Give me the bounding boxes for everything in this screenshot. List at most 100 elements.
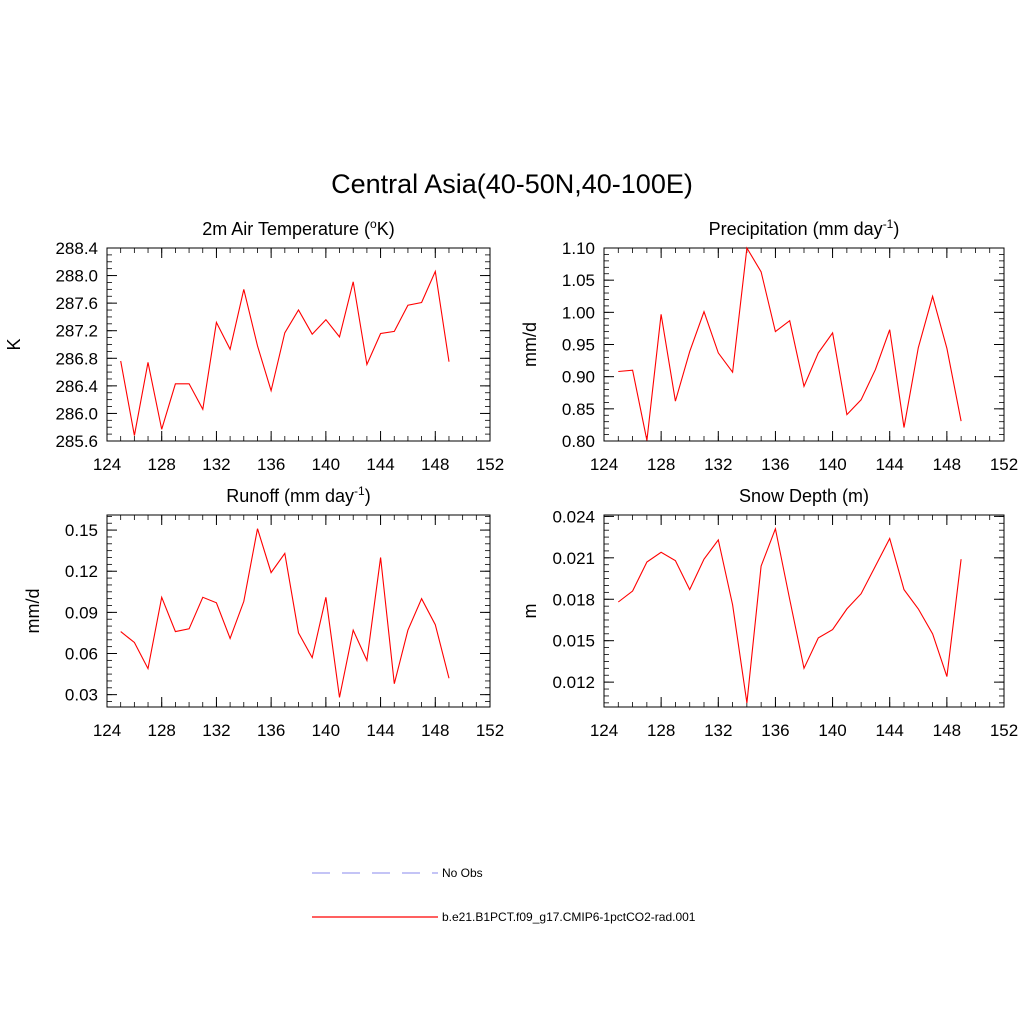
data-point <box>175 383 176 384</box>
data-point <box>632 590 633 591</box>
y-tick-label: 0.024 <box>552 507 595 526</box>
x-tick-label: 136 <box>257 455 285 474</box>
y-tick-label: 1.05 <box>562 271 595 290</box>
data-point <box>618 371 619 372</box>
x-tick-label: 128 <box>148 455 176 474</box>
panel-air-temperature: 124 128 132 136 140 144 148 152 285.6 286.0 286.4 2… <box>4 217 504 474</box>
x-tick-label: 152 <box>990 455 1018 474</box>
data-point <box>661 314 662 315</box>
data-point <box>448 678 449 679</box>
legend: No Obs b.e21.B1PCT.f09_g17.CMIP6-1pctCO2… <box>312 866 696 924</box>
data-point <box>271 390 272 391</box>
data-point <box>366 364 367 365</box>
x-tick-label: 128 <box>148 721 176 740</box>
y-tick-label: 0.021 <box>552 549 595 568</box>
data-point <box>325 597 326 598</box>
data-point <box>394 683 395 684</box>
panel-snow-depth: 124 128 132 136 140 144 148 152 0.012 0.015 0.018 0… <box>520 486 1018 740</box>
data-point <box>803 386 804 387</box>
x-tick-label: 148 <box>933 721 961 740</box>
data-point <box>861 399 862 400</box>
data-point <box>407 305 408 306</box>
data-point <box>946 348 947 349</box>
data-point <box>230 349 231 350</box>
data-point <box>421 302 422 303</box>
x-tick-label: 124 <box>590 455 618 474</box>
data-point <box>366 660 367 661</box>
data-point <box>732 372 733 373</box>
y-tick-label: 0.09 <box>65 603 98 622</box>
x-tick-label: 124 <box>590 721 618 740</box>
data-point <box>339 336 340 337</box>
panel-precipitation-frame <box>603 247 1005 442</box>
x-tick-label: 144 <box>876 721 904 740</box>
data-point <box>339 697 340 698</box>
data-point <box>875 566 876 567</box>
data-point <box>394 331 395 332</box>
panel-snow-depth-frame <box>603 514 1005 708</box>
data-point <box>832 332 833 333</box>
data-point <box>243 601 244 602</box>
y-tick-label: 0.015 <box>552 632 595 651</box>
y-tick-label: 0.80 <box>562 432 595 451</box>
data-point <box>230 638 231 639</box>
series-line <box>120 528 450 698</box>
data-point <box>298 632 299 633</box>
y-tick-label: 286.0 <box>55 404 98 423</box>
y-tick-label: 0.95 <box>562 336 595 355</box>
data-point <box>161 429 162 430</box>
x-tick-label: 128 <box>647 721 675 740</box>
data-point <box>380 333 381 334</box>
legend-label-no-obs: No Obs <box>442 866 483 880</box>
data-point <box>189 383 190 384</box>
x-tick-label: 136 <box>761 455 789 474</box>
data-point <box>189 628 190 629</box>
x-tick-label: 152 <box>476 455 504 474</box>
data-point <box>675 401 676 402</box>
data-point <box>932 633 933 634</box>
x-tick-label: 128 <box>647 455 675 474</box>
data-point <box>435 624 436 625</box>
data-point <box>353 630 354 631</box>
data-point <box>120 631 121 632</box>
y-tick-label: 0.012 <box>552 673 595 692</box>
x-tick-label: 136 <box>257 721 285 740</box>
y-axis-label: K <box>4 338 24 350</box>
panel-precipitation: 124 128 132 136 140 144 148 152 0.80 0.85 0.90 0.95… <box>520 217 1018 474</box>
panel-title: 2m Air Temperature (oK) <box>202 217 394 239</box>
x-tick-label: 144 <box>366 721 394 740</box>
y-axis-label: mm/d <box>520 322 540 367</box>
data-point <box>618 601 619 602</box>
y-tick-label: 0.03 <box>65 686 98 705</box>
data-point <box>846 414 847 415</box>
y-tick-label: 0.06 <box>65 645 98 664</box>
data-point <box>818 637 819 638</box>
panel-title: Snow Depth (m) <box>739 486 869 506</box>
data-point <box>147 362 148 363</box>
data-point <box>284 332 285 333</box>
data-point <box>421 598 422 599</box>
x-tick-label: 148 <box>421 721 449 740</box>
x-tick-label: 152 <box>990 721 1018 740</box>
panel-title: Precipitation (mm day-1) <box>709 217 900 239</box>
data-point <box>407 630 408 631</box>
data-point <box>789 599 790 600</box>
panel-title: Runoff (mm day-1) <box>226 484 370 506</box>
data-point <box>689 351 690 352</box>
data-point <box>775 528 776 529</box>
data-point <box>861 593 862 594</box>
x-tick-label: 132 <box>704 455 732 474</box>
y-tick-label: 1.10 <box>562 239 595 258</box>
data-point <box>746 247 747 248</box>
y-tick-label: 0.15 <box>65 521 98 540</box>
data-point <box>435 271 436 272</box>
data-point <box>216 322 217 323</box>
data-point <box>718 539 719 540</box>
y-tick-label: 287.6 <box>55 294 98 313</box>
data-point <box>325 319 326 320</box>
x-tick-label: 140 <box>312 455 340 474</box>
data-point <box>257 345 258 346</box>
y-axis-label: mm/d <box>23 589 43 634</box>
x-tick-label: 140 <box>312 721 340 740</box>
data-point <box>271 572 272 573</box>
